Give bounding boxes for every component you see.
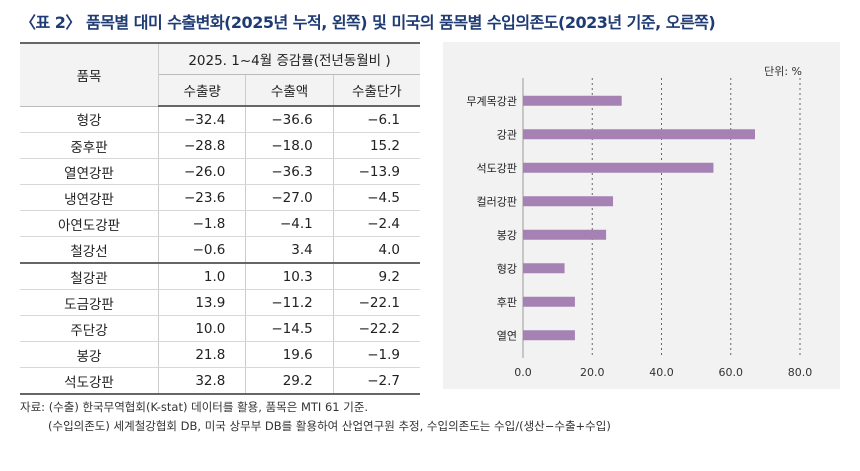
cell-value: −18.0 <box>245 132 334 159</box>
export-change-table: 품목 2025. 1~4월 증감률(전년동월비 ) 수출량 수출액 수출단가 형… <box>20 42 420 395</box>
cell-value: 3.4 <box>245 236 334 264</box>
cell-unit-price: −4.5 <box>332 184 420 211</box>
bar <box>523 296 575 307</box>
cell-volume: 32.8 <box>158 367 246 395</box>
source-note-export: 자료: (수출) 한국무역협회(K-stat) 데이터를 활용, 품목은 MTI… <box>20 400 369 414</box>
cell-value: 19.6 <box>245 341 334 368</box>
bar <box>523 162 714 173</box>
cell-unit-price: −1.9 <box>332 341 420 368</box>
table-row: 철강관 1.0 10.3 9.2 <box>20 262 420 290</box>
row-item: 중후판 <box>20 132 159 159</box>
cell-volume: −26.0 <box>158 158 246 185</box>
table-row: 중후판 −28.8 −18.0 15.2 <box>20 132 420 159</box>
table-row: 냉연강판 −23.6 −27.0 −4.5 <box>20 184 420 211</box>
category-label: 형강 <box>497 262 517 275</box>
bar <box>523 330 575 341</box>
x-tick-label: 40.0 <box>649 366 674 379</box>
cell-value: 10.3 <box>245 262 334 290</box>
bar <box>523 129 755 140</box>
cell-unit-price: −6.1 <box>332 106 420 133</box>
cell-value: −27.0 <box>245 184 334 211</box>
category-label: 석도강판 <box>477 162 517 175</box>
table-row: 열연강판 −26.0 −36.3 −13.9 <box>20 158 420 185</box>
cell-volume: 10.0 <box>158 315 246 342</box>
row-item: 석도강판 <box>20 367 159 395</box>
cell-volume: −0.6 <box>158 236 246 264</box>
column-header-volume: 수출량 <box>158 74 246 107</box>
bar <box>523 95 622 106</box>
table-row: 형강 −32.4 −36.6 −6.1 <box>20 106 420 133</box>
category-label: 후판 <box>497 296 517 309</box>
x-tick-label: 0.0 <box>514 366 532 379</box>
cell-volume: 13.9 <box>158 289 246 316</box>
x-tick-label: 60.0 <box>719 366 744 379</box>
row-item: 도금강판 <box>20 289 159 316</box>
page-title: 〈표 2〉 품목별 대미 수출변화(2025년 누적, 왼쪽) 및 미국의 품목… <box>20 13 716 32</box>
row-item: 봉강 <box>20 341 159 368</box>
cell-value: −36.6 <box>245 106 334 133</box>
cell-unit-price: −13.9 <box>332 158 420 185</box>
table-body: 형강 −32.4 −36.6 −6.1 중후판 −28.8 −18.0 15.2… <box>20 106 420 395</box>
category-label: 컬러강판 <box>477 195 517 208</box>
x-tick-label: 20.0 <box>580 366 605 379</box>
row-item: 형강 <box>20 106 159 133</box>
cell-unit-price: 4.0 <box>332 236 420 264</box>
period-header: 2025. 1~4월 증감률(전년동월비 ) <box>158 42 420 75</box>
table-row: 철강선 −0.6 3.4 4.0 <box>20 236 420 264</box>
cell-unit-price: −2.7 <box>332 367 420 395</box>
cell-unit-price: 9.2 <box>332 262 420 290</box>
cell-volume: −32.4 <box>158 106 246 133</box>
bar <box>523 196 614 207</box>
x-tick-label: 80.0 <box>788 366 813 379</box>
item-column-header: 품목 <box>20 42 159 107</box>
cell-value: −36.3 <box>245 158 334 185</box>
column-header-unit-price: 수출단가 <box>332 74 420 107</box>
row-item: 철강관 <box>20 262 159 290</box>
cell-value: −14.5 <box>245 315 334 342</box>
table-row: 석도강판 32.8 29.2 −2.7 <box>20 367 420 395</box>
source-notes: 자료: (수출) 한국무역협회(K-stat) 데이터를 활용, 품목은 MTI… <box>20 398 611 436</box>
category-label: 열연 <box>497 329 517 342</box>
cell-value: −4.1 <box>245 210 334 237</box>
row-item: 아연도강판 <box>20 210 159 237</box>
table-row: 아연도강판 −1.8 −4.1 −2.4 <box>20 210 420 237</box>
source-note-import: (수입의존도) 세계철강협회 DB, 미국 상무부 DB를 활용하여 산업연구원… <box>48 419 611 433</box>
cell-volume: −23.6 <box>158 184 246 211</box>
cell-value: −11.2 <box>245 289 334 316</box>
table-row: 봉강 21.8 19.6 −1.9 <box>20 341 420 368</box>
row-item: 주단강 <box>20 315 159 342</box>
table-row: 도금강판 13.9 −11.2 −22.1 <box>20 289 420 316</box>
row-item: 냉연강판 <box>20 184 159 211</box>
cell-unit-price: −22.1 <box>332 289 420 316</box>
bar-chart-svg: 0.0 20.0 40.0 60.0 80.0 무계목강관강관석도강판컬러강판봉강형강후판… <box>466 78 813 379</box>
cell-unit-price: −2.4 <box>332 210 420 237</box>
column-header-value: 수출액 <box>245 74 334 107</box>
cell-volume: −28.8 <box>158 132 246 159</box>
bar <box>523 263 565 274</box>
cell-value: 29.2 <box>245 367 334 395</box>
row-item: 열연강판 <box>20 158 159 185</box>
category-label: 무계목강관 <box>466 95 517 108</box>
cell-volume: −1.8 <box>158 210 246 237</box>
cell-volume: 21.8 <box>158 341 246 368</box>
table-row: 주단강 10.0 −14.5 −22.2 <box>20 315 420 342</box>
row-item: 철강선 <box>20 236 159 264</box>
category-label: 봉강 <box>497 229 517 242</box>
category-label: 강관 <box>497 128 517 141</box>
bar <box>523 229 607 240</box>
cell-unit-price: 15.2 <box>332 132 420 159</box>
cell-unit-price: −22.2 <box>332 315 420 342</box>
unit-label: 단위: % <box>764 65 802 78</box>
cell-volume: 1.0 <box>158 262 246 290</box>
